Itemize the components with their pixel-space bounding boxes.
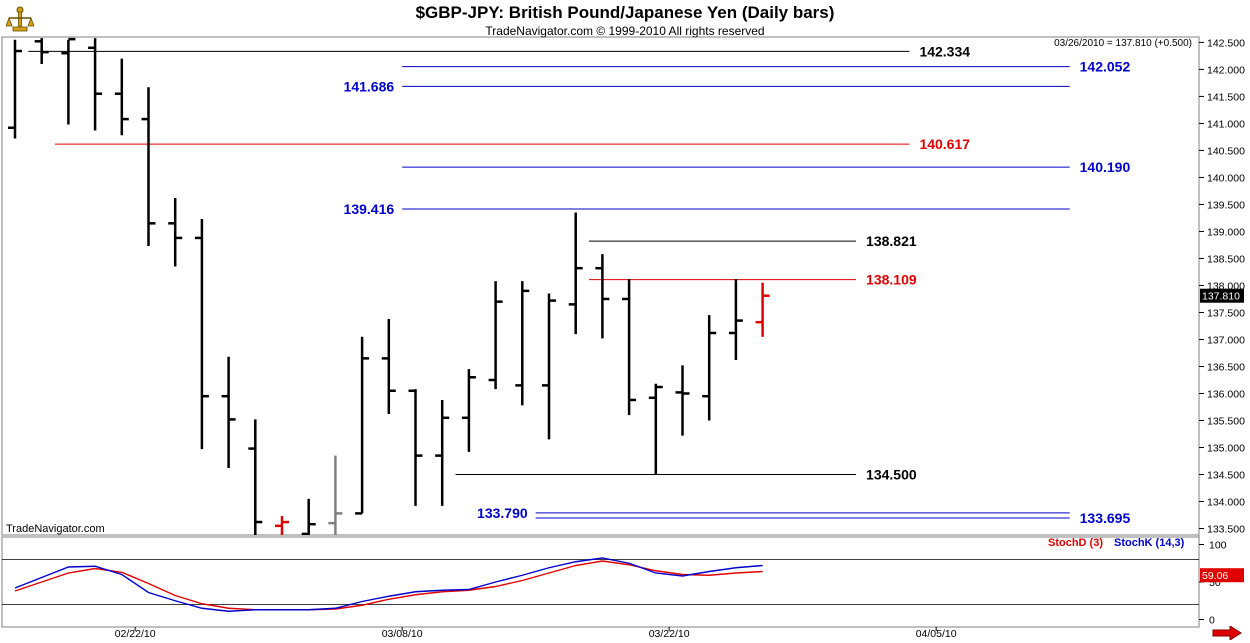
ohlc-bar — [381, 318, 396, 415]
chart-title: $GBP-JPY: British Pound/Japanese Yen (Da… — [415, 3, 835, 22]
price-tick-label: 137.500 — [1207, 307, 1245, 319]
price-tick-label: 135.500 — [1207, 415, 1245, 427]
ohlc-bar — [221, 356, 236, 469]
stoch-series-line — [14, 560, 763, 611]
price-tick-label: 140.500 — [1207, 145, 1245, 157]
stoch-tick-label: 50 — [1209, 577, 1221, 589]
ohlc-bar — [88, 38, 103, 131]
ohlc-bar — [301, 498, 316, 535]
price-tick-label: 133.500 — [1207, 524, 1245, 536]
ohlc-bar — [248, 419, 263, 535]
stoch-value-tag — [1200, 568, 1244, 583]
price-bars — [8, 37, 770, 535]
ohlc-bar — [8, 39, 22, 139]
price-tick-label: 141.500 — [1207, 91, 1245, 103]
ohlc-bar — [542, 293, 556, 440]
chart-frame — [1, 36, 1200, 628]
date-tick-label: 03/22/10 — [649, 628, 690, 640]
date-tick-label: 04/05/10 — [916, 628, 957, 640]
level-label: 138.109 — [866, 272, 917, 288]
ohlc-bar — [328, 455, 343, 535]
legend-stochd: StochD (3) — [1048, 537, 1103, 549]
price-tick-label: 135.000 — [1207, 442, 1245, 454]
level-label: 141.686 — [344, 78, 395, 94]
ohlc-bar — [168, 197, 183, 267]
level-label: 139.416 — [344, 201, 395, 217]
level-label: 134.500 — [866, 467, 917, 483]
price-tick-label: 134.000 — [1207, 497, 1245, 509]
last-price-label: 137.810 — [1202, 291, 1240, 303]
ohlc-bar — [702, 315, 717, 421]
ohlc-bar — [34, 38, 49, 65]
ohlc-bar — [408, 389, 423, 506]
stoch-panel-border — [1, 536, 1200, 628]
level-label: 133.790 — [477, 505, 528, 521]
level-label: 138.821 — [866, 233, 917, 249]
stochastic-panel: 0 50 100 59.06 — [2, 540, 1244, 627]
stoch-tick-label: 0 — [1209, 615, 1215, 627]
ohlc-bar — [488, 281, 503, 390]
last-price-tag — [1200, 288, 1244, 303]
stoch-tick-label: 100 — [1209, 540, 1227, 552]
date-tick-label: 02/22/10 — [115, 628, 156, 640]
stoch-value-label: 59.06 — [1202, 570, 1228, 582]
ohlc-bar — [755, 282, 770, 337]
price-tick-label: 139.500 — [1207, 199, 1245, 211]
price-tick-label: 142.000 — [1207, 64, 1245, 76]
scroll-right-arrow-icon[interactable] — [1212, 626, 1242, 640]
main-panel-border — [1, 36, 1200, 536]
ohlc-bar — [675, 365, 690, 436]
ohlc-bar — [194, 219, 209, 450]
tradenavigator-logo — [6, 6, 34, 32]
level-label: 140.190 — [1080, 159, 1131, 175]
price-tick-label: 136.500 — [1207, 361, 1245, 373]
ohlc-bar — [114, 58, 129, 136]
ohlc-bar — [622, 278, 637, 416]
stoch-series-line — [14, 557, 763, 612]
price-tick-label: 141.000 — [1207, 118, 1245, 130]
ohlc-bar — [275, 516, 289, 535]
ohlc-bar — [461, 369, 476, 452]
level-label: 140.617 — [919, 136, 970, 152]
level-lines: 142.334 142.052 141.686 140.617 140.190 139.4… — [28, 43, 1130, 526]
ohlc-bar — [61, 37, 76, 125]
ohlc-bar — [435, 399, 450, 506]
price-tick-label: 140.000 — [1207, 172, 1245, 184]
last-quote: 03/26/2010 = 137.810 (+0.500) — [1054, 38, 1192, 49]
ohlc-bar — [728, 278, 743, 360]
price-tick-label: 138.500 — [1207, 253, 1245, 265]
legend-stochk: StochK (14,3) — [1114, 537, 1185, 549]
watermark: TradeNavigator.com — [6, 523, 105, 535]
price-tick-label: 136.000 — [1207, 388, 1245, 400]
ohlc-bar — [141, 87, 156, 247]
ohlc-bar — [515, 281, 530, 406]
date-tick-label: 03/08/10 — [382, 628, 423, 640]
price-tick-label: 139.000 — [1207, 226, 1245, 238]
date-axis: 02/22/10 03/08/10 03/22/10 04/05/10 — [115, 627, 957, 640]
price-axis: 133.500 134.000 134.500 135.000 135.500 136.0… — [1199, 37, 1245, 536]
ohlc-bar — [648, 383, 663, 475]
level-label: 142.334 — [919, 43, 970, 59]
level-label: 142.052 — [1080, 59, 1131, 75]
price-tick-label: 134.500 — [1207, 470, 1245, 482]
ohlc-bar — [595, 254, 610, 339]
ohlc-bar — [568, 212, 583, 335]
price-tick-label: 142.500 — [1207, 37, 1245, 49]
level-label: 133.695 — [1080, 510, 1131, 526]
chart-subtitle: TradeNavigator.com © 1999-2010 All right… — [485, 24, 765, 38]
price-tick-label: 137.000 — [1207, 334, 1245, 346]
ohlc-bar — [355, 336, 370, 515]
